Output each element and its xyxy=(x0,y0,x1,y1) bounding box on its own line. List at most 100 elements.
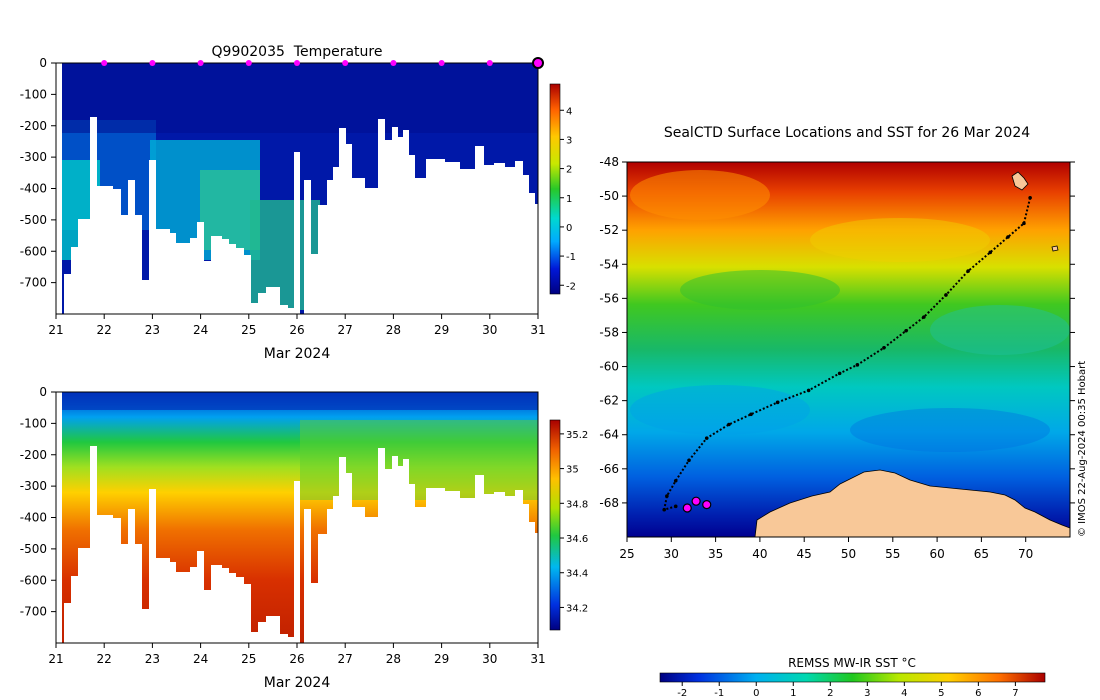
x-tick-label: 31 xyxy=(530,323,545,337)
track-point xyxy=(1006,235,1010,239)
sst-colorbar-tick-label: 5 xyxy=(938,688,944,699)
x-tick-label: 27 xyxy=(338,652,353,666)
track-point xyxy=(882,345,886,350)
track-point xyxy=(966,269,970,273)
map-longitude-axis: 25 30 35 40 45 50 55 60 65 70 xyxy=(619,537,1033,561)
map-panel: SealCTD Surface Locations and SST for 26… xyxy=(599,125,1088,699)
lon-tick-label: 30 xyxy=(664,547,679,561)
track-point xyxy=(673,478,678,483)
lat-tick-label: -66 xyxy=(599,462,619,476)
lon-tick-label: 50 xyxy=(841,547,856,561)
temperature-colorbar: 4 3 2 1 0 -1 -2 xyxy=(549,83,576,295)
x-tick-label: 28 xyxy=(386,652,401,666)
lat-tick-label: -58 xyxy=(599,325,619,339)
salinity-field xyxy=(56,392,538,643)
sst-colorbar: REMSS MW-IR SST °C -2 -1 0 1 2 3 4 5 6 7 xyxy=(659,656,1046,699)
lat-tick-label: -60 xyxy=(599,360,619,374)
x-tick-label: 31 xyxy=(530,652,545,666)
lon-tick-label: 70 xyxy=(1018,547,1033,561)
colorbar-tick-label: 35.2 xyxy=(566,430,588,441)
map-title: SealCTD Surface Locations and SST for 26… xyxy=(664,125,1030,141)
temperature-panel: Q9902035 Temperature 21 22 23 24 25 26 27 28 29 3… xyxy=(20,44,576,362)
sst-colorbar-tick-label: 2 xyxy=(827,688,833,699)
track-point xyxy=(704,436,709,440)
x-tick-label: 21 xyxy=(48,652,63,666)
track-point xyxy=(727,422,731,427)
x-tick-label: 29 xyxy=(434,323,449,337)
sst-field xyxy=(627,162,1070,537)
sst-colorbar-tick-label: 0 xyxy=(753,688,759,699)
lat-tick-label: -54 xyxy=(599,257,619,271)
salinity-x-axis: 21 22 23 24 25 26 27 28 29 30 31 xyxy=(48,643,546,666)
x-tick-label: 22 xyxy=(97,323,112,337)
x-tick-label: 27 xyxy=(338,323,353,337)
profile-marker xyxy=(101,60,108,66)
colorbar-tick-label: 34.4 xyxy=(566,569,588,580)
profile-marker xyxy=(342,60,349,66)
y-tick-label: -600 xyxy=(20,244,47,258)
surface-fix-marker xyxy=(682,503,692,513)
sst-colorbar-label: REMSS MW-IR SST °C xyxy=(788,656,916,670)
lon-tick-label: 60 xyxy=(929,547,944,561)
lat-tick-label: -48 xyxy=(599,155,619,169)
x-tick-label: 30 xyxy=(482,323,497,337)
lat-tick-label: -62 xyxy=(599,394,619,408)
colorbar-tick-label: 35 xyxy=(566,465,579,476)
track-point xyxy=(944,293,948,297)
x-tick-label: 22 xyxy=(97,652,112,666)
track-point xyxy=(665,494,669,498)
profile-marker xyxy=(245,60,252,66)
seal-track xyxy=(662,195,1032,513)
temperature-field xyxy=(56,63,538,314)
profile-marker xyxy=(197,60,204,66)
x-tick-label: 24 xyxy=(193,323,208,337)
sst-colorbar-tick-label: -2 xyxy=(677,688,687,699)
lat-tick-label: -56 xyxy=(599,291,619,305)
temperature-nodata-mask xyxy=(64,117,538,314)
lat-tick-label: -50 xyxy=(599,189,619,203)
profile-markers xyxy=(101,57,544,69)
colorbar-tick-label: 34.2 xyxy=(566,603,588,614)
y-tick-label: -300 xyxy=(20,150,47,164)
colorbar-tick-label: 3 xyxy=(566,135,572,146)
colorbar-tick-label: -1 xyxy=(566,252,576,263)
credit-text: © IMOS 22-Aug-2024 00:35 Hobart xyxy=(1077,361,1088,537)
track-point xyxy=(775,400,780,405)
y-tick-label: -700 xyxy=(20,605,47,619)
temperature-y-axis: 0 -100 -200 -300 -400 -500 -600 -700 xyxy=(20,56,56,290)
lon-tick-label: 25 xyxy=(619,547,634,561)
salinity-panel: 21 22 23 24 25 26 27 28 29 30 31 0 -100 -200 -300 -400… xyxy=(20,385,589,691)
y-tick-label: 0 xyxy=(39,385,47,399)
track-point xyxy=(837,371,842,376)
salinity-nodata-mask xyxy=(64,446,538,643)
temperature-title: Q9902035 Temperature xyxy=(212,44,383,60)
colorbar-tick-label: 1 xyxy=(566,194,572,205)
x-tick-label: 23 xyxy=(145,652,160,666)
sst-colorbar-tick-label: 4 xyxy=(901,688,907,699)
temperature-x-label: Mar 2024 xyxy=(264,346,331,362)
sst-colorbar-tick-label: 1 xyxy=(790,688,796,699)
lat-tick-label: -68 xyxy=(599,496,619,510)
x-tick-label: 28 xyxy=(386,323,401,337)
x-tick-label: 25 xyxy=(241,652,256,666)
track-point xyxy=(855,363,860,367)
profile-marker xyxy=(486,60,493,66)
colorbar-tick-label: 4 xyxy=(566,106,572,117)
track-point xyxy=(749,412,753,417)
y-tick-label: -400 xyxy=(20,182,47,196)
sst-colorbar-tick-label: -1 xyxy=(714,688,724,699)
surface-fix-marker xyxy=(702,500,712,510)
lon-tick-label: 55 xyxy=(885,547,900,561)
sst-colorbar-tick-label: 7 xyxy=(1012,688,1018,699)
track-point xyxy=(922,315,926,319)
track-point xyxy=(1022,221,1026,226)
lat-tick-label: -52 xyxy=(599,223,619,237)
latest-profile-marker xyxy=(532,57,544,69)
coastline-islands xyxy=(1011,171,1059,252)
y-tick-label: -100 xyxy=(20,416,47,430)
x-tick-label: 23 xyxy=(145,323,160,337)
y-tick-label: -400 xyxy=(20,511,47,525)
y-tick-label: -200 xyxy=(20,119,47,133)
track-point xyxy=(687,458,691,463)
